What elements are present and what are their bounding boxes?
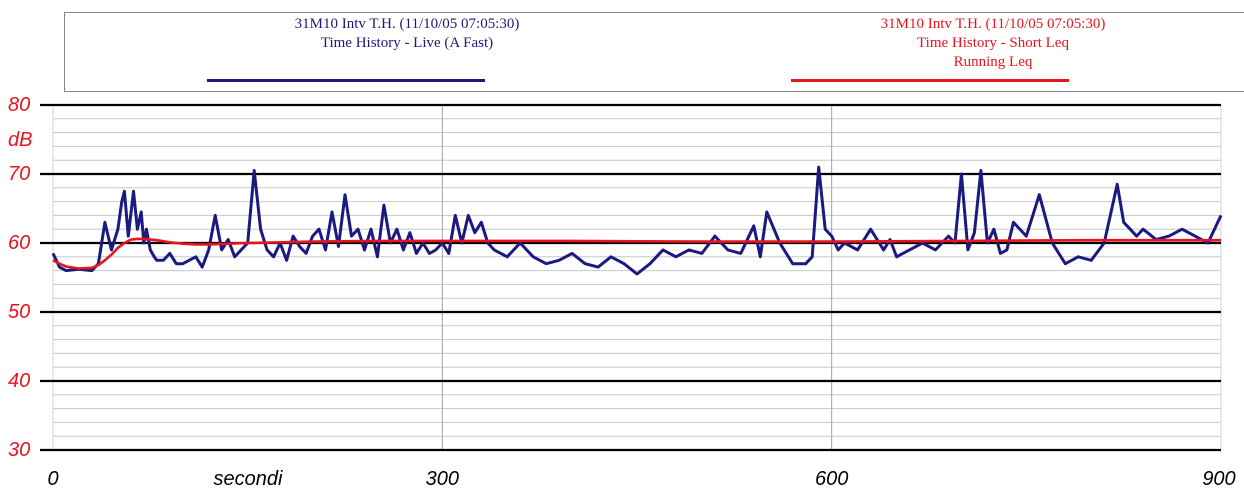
y-tick-label: 70 (8, 163, 30, 185)
y-tick-label: 30 (8, 439, 30, 461)
legend-leq-line-1: 31M10 Intv T.H. (11/10/05 07:05:30) (880, 16, 1106, 32)
legend-live-line-2: Time History - Live (A Fast) (320, 35, 494, 51)
series-line-live (51, 165, 1223, 276)
y-tick-labels: 30 40 50 60 70 80 (8, 94, 30, 461)
legend-leq-line-3: Running Leq (953, 54, 1033, 70)
y-tick-label: 50 (8, 301, 30, 323)
x-tick-label: 0 (47, 468, 58, 489)
series-layer (51, 165, 1223, 276)
minor-gridlines (53, 118, 1221, 437)
legend-leq-line-2: Time History - Short Leq (917, 35, 1069, 51)
legend-leq-swatch (791, 79, 1069, 82)
series-line-running-leq (52, 237, 1221, 270)
x-tick-label: 300 (426, 468, 459, 489)
legend-live-swatch (207, 79, 485, 82)
y-tick-label: 80 (8, 94, 30, 116)
y-tick-label: 40 (8, 370, 30, 392)
y-axis-label: dB (8, 129, 32, 151)
legend-live-line-1: 31M10 Intv T.H. (11/10/05 07:05:30) (294, 16, 520, 32)
y-tick-label: 60 (8, 232, 30, 254)
x-axis-label: secondi (214, 468, 283, 489)
x-tick-label: 900 (1202, 468, 1235, 489)
legend: 31M10 Intv T.H. (11/10/05 07:05:30) Time… (64, 12, 1244, 92)
major-gridlines (40, 103, 1222, 452)
x-tick-label: 600 (815, 468, 848, 489)
x-tick-labels: 0 300 600 900 (47, 468, 1235, 489)
legend-entry-live: 31M10 Intv T.H. (11/10/05 07:05:30) Time… (207, 15, 607, 53)
legend-entry-running-leq: 31M10 Intv T.H. (11/10/05 07:05:30) Time… (793, 15, 1193, 72)
